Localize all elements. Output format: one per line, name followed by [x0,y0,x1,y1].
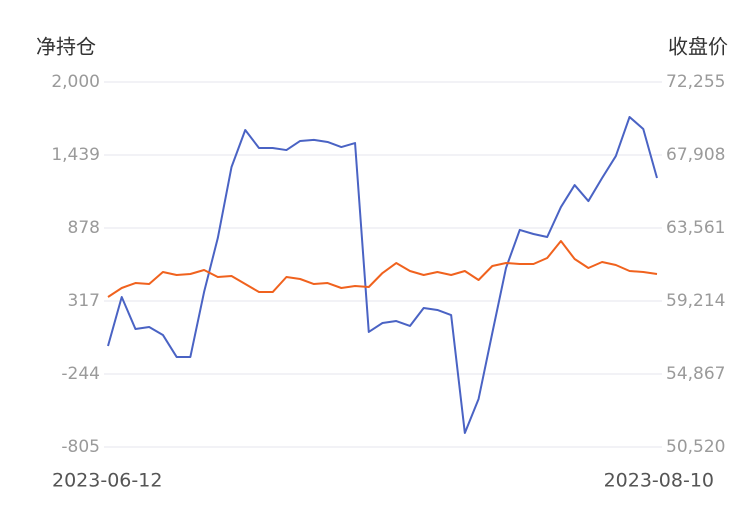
y-tick-label: 317 [68,291,100,311]
y2-tick-label: 63,561 [666,218,725,238]
y2-tick-label: 54,867 [666,364,725,384]
y2-tick-label: 50,520 [666,437,725,457]
y-axis-title: 净持仓 [36,35,96,59]
line-series [107,116,658,434]
y-tick-label: -805 [61,437,100,457]
y-tick-label: -244 [61,364,100,384]
x-tick-label: 2023-08-10 [604,470,714,492]
y-tick-label: 2,000 [51,72,100,92]
y2-tick-label: 72,255 [666,72,725,92]
y2-axis-title: 收盘价 [668,35,728,59]
y2-tick-label: 59,214 [666,291,725,311]
y2-tick-label: 67,908 [666,145,725,165]
x-tick-label: 2023-06-12 [52,470,162,492]
y-tick-label: 878 [68,218,100,238]
y-tick-label: 1,439 [51,145,100,165]
line-series [107,240,658,298]
